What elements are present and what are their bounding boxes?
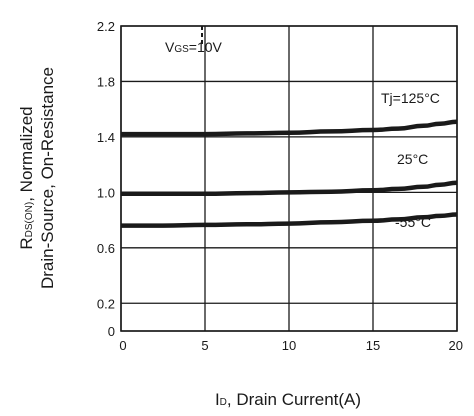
series-label-minus55c: -55°C — [395, 214, 431, 230]
x-tick-label: 10 — [282, 338, 296, 353]
y-tick-label: 1.4 — [97, 130, 115, 145]
series-layer — [120, 119, 458, 228]
plot-frame — [120, 25, 458, 332]
y-tick-label: 0 — [108, 324, 115, 339]
tick-labels: 0 5 10 15 20 0 0.2 0.6 1.0 1.4 1.8 2.2 — [97, 19, 463, 353]
x-tick-label: 15 — [366, 338, 380, 353]
x-tick-label: 5 — [201, 338, 208, 353]
series-line-0 — [120, 119, 458, 137]
grid — [120, 25, 458, 332]
x-tick-label: 20 — [449, 338, 463, 353]
y-tick-label: 0.2 — [97, 296, 115, 311]
series-line-2 — [121, 212, 458, 228]
y-tick-label: 2.2 — [97, 19, 115, 34]
series-label-125c: Tj=125°C — [381, 90, 440, 106]
y-tick-label: 1.8 — [97, 74, 115, 89]
x-tick-label: 0 — [119, 338, 126, 353]
condition-label: VGS=10V — [165, 39, 223, 55]
series-label-25c: 25°C — [397, 151, 428, 167]
series-line-1 — [121, 180, 458, 197]
y-axis-label-line1: RDS(ON), Normalized — [17, 106, 36, 249]
y-tick-label: 1.0 — [97, 185, 115, 200]
y-tick-label: 0.6 — [97, 241, 115, 256]
x-axis-label: ID, Drain Current(A) — [215, 390, 361, 409]
y-axis-label-line2: Drain-Source, On-Resistance — [38, 67, 57, 289]
